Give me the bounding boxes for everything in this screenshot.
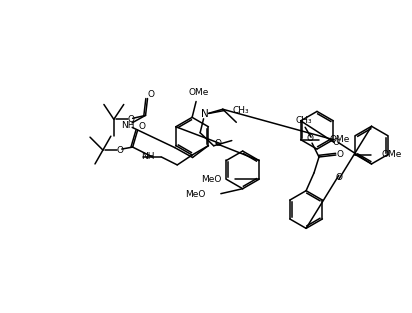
Text: O: O <box>332 138 339 147</box>
Text: CH₃: CH₃ <box>232 106 249 115</box>
Text: N: N <box>201 110 208 120</box>
Text: O: O <box>116 146 123 155</box>
Text: OMe: OMe <box>382 150 403 159</box>
Text: NH: NH <box>121 121 134 130</box>
Text: O: O <box>215 139 222 148</box>
Text: O: O <box>336 150 343 158</box>
Text: O: O <box>148 90 155 99</box>
Text: CH₃: CH₃ <box>296 116 312 125</box>
Text: O: O <box>335 173 342 182</box>
Text: O: O <box>307 134 314 143</box>
Text: O: O <box>127 115 134 124</box>
Text: OMe: OMe <box>330 135 350 144</box>
Text: MeO: MeO <box>201 175 221 184</box>
Text: OMe: OMe <box>189 88 209 97</box>
Text: MeO: MeO <box>186 190 206 199</box>
Text: NH: NH <box>141 152 154 162</box>
Text: O: O <box>138 122 145 131</box>
